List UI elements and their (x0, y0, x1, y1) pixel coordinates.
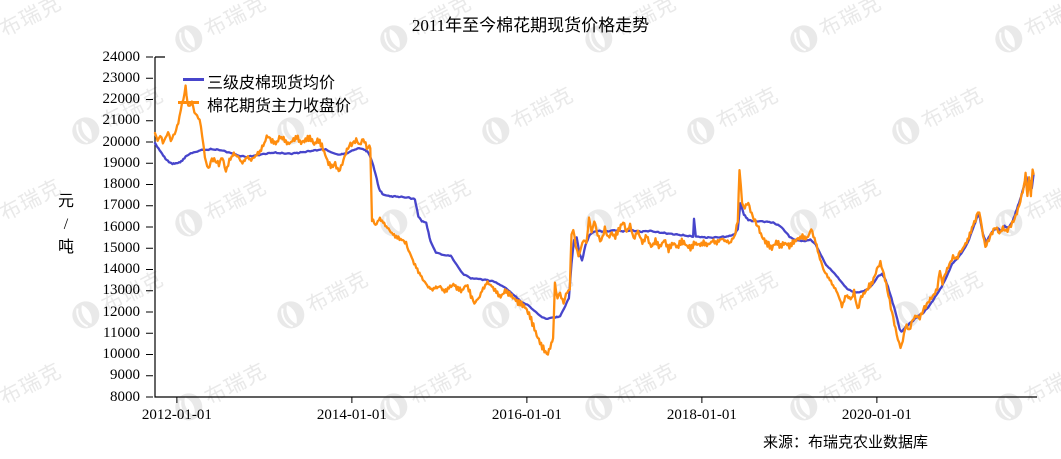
watermark-leaf-logo-icon (380, 25, 408, 53)
watermark-leaf-logo-icon (790, 393, 818, 421)
watermark-leaf-logo-icon (380, 393, 408, 421)
watermark-leaf-logo-icon (482, 301, 510, 329)
watermark: 布瑞克 (784, 0, 887, 59)
y-axis-unit-label: 元 / 吨 (52, 190, 80, 259)
watermark: 布瑞克 (989, 355, 1061, 427)
y-unit-char: 元 (57, 193, 74, 210)
watermark: 布瑞克 (579, 0, 682, 59)
watermark-leaf-logo-icon (72, 117, 100, 145)
watermark: 布瑞克 (989, 0, 1061, 59)
watermark: 布瑞克 (169, 0, 272, 59)
watermark: 布瑞克 (169, 171, 272, 243)
watermark: 布瑞克 (169, 355, 272, 427)
watermark-leaf-logo-icon (277, 301, 305, 329)
legend-swatch-futures (178, 101, 199, 104)
watermark: 布瑞克 (476, 263, 579, 335)
watermark: 布瑞克 (66, 263, 169, 335)
series-line-三级皮棉现货均价 (153, 141, 1035, 333)
watermark: 布瑞克 (579, 355, 682, 427)
series-line-棉花期货主力收盘价 (153, 84, 1035, 356)
data-source-note: 来源：布瑞克农业数据库 (763, 435, 929, 451)
watermark-leaf-logo-icon (995, 393, 1023, 421)
watermark-leaf-logo-icon (687, 117, 715, 145)
watermark-leaf-logo-icon (175, 25, 203, 53)
watermark: 布瑞克 (271, 263, 374, 335)
watermark-leaf-logo-icon (790, 25, 818, 53)
legend-swatch-spot (183, 78, 204, 81)
axis-lines (154, 56, 1037, 398)
watermark: 布瑞克 (66, 79, 169, 151)
watermark: 布瑞克 (681, 79, 784, 151)
chart-title: 2011年至今棉花期现货价格走势 (411, 16, 650, 35)
watermark-leaf-logo-icon (687, 301, 715, 329)
y-unit-char: 吨 (57, 239, 74, 256)
watermark-leaf-logo-icon (72, 301, 100, 329)
watermark: 布瑞克 (374, 0, 477, 59)
watermark-leaf-logo-icon (585, 393, 613, 421)
watermark-leaf-logo-icon (995, 25, 1023, 53)
y-unit-char: / (63, 216, 69, 233)
watermark-leaf-logo-icon (175, 393, 203, 421)
watermark: 布瑞克 (476, 79, 579, 151)
watermark: 布瑞克 (784, 355, 887, 427)
legend-label-spot: 三级皮棉现货均价 (207, 75, 336, 92)
legend-label-futures: 棉花期货主力收盘价 (207, 98, 352, 115)
watermark: 布瑞克 (681, 263, 784, 335)
watermark-leaf-logo-icon (892, 117, 920, 145)
watermark-leaf-logo-icon (175, 209, 203, 237)
watermark-leaf-logo-icon (482, 117, 510, 145)
watermark: 布瑞克 (374, 355, 477, 427)
watermark: 布瑞克 (886, 79, 989, 151)
watermark-leaf-logo-icon (585, 25, 613, 53)
